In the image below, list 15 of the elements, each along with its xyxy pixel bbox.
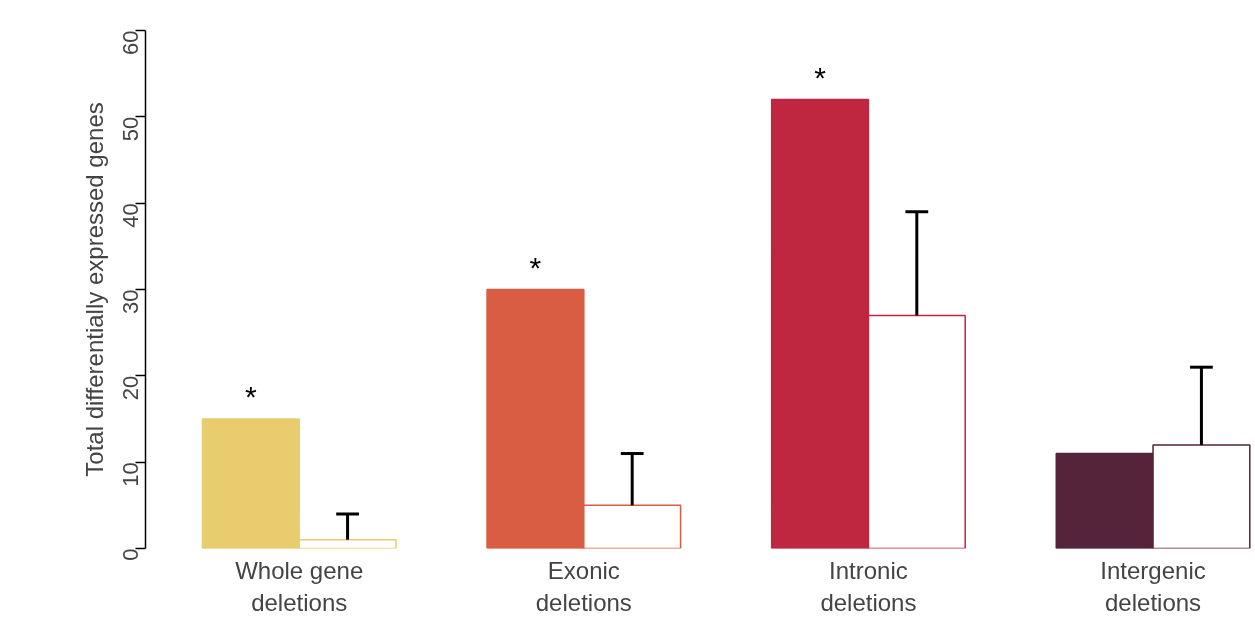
- x-tick-label: Intronic deletions: [820, 556, 917, 616]
- y-tick-label: 60: [118, 30, 143, 55]
- y-tick-label: 50: [118, 116, 143, 142]
- y-tick-label: 10: [118, 462, 143, 487]
- y-tick-label: 40: [118, 203, 143, 228]
- annotation: *: [529, 250, 542, 284]
- x-tick-label: Whole gene deletions: [235, 556, 364, 616]
- annotation: *: [244, 380, 257, 413]
- x-tick-label: Intergenic deletions: [1100, 556, 1206, 616]
- x-tick-label: Exonic deletions: [535, 556, 632, 616]
- y-tick-label: 20: [118, 375, 143, 401]
- y-tick-label: 30: [118, 289, 143, 314]
- annotation: *: [814, 60, 827, 94]
- y-tick-label: 0: [118, 548, 143, 561]
- y-axis-title: Total differentially expressed genes: [80, 102, 108, 477]
